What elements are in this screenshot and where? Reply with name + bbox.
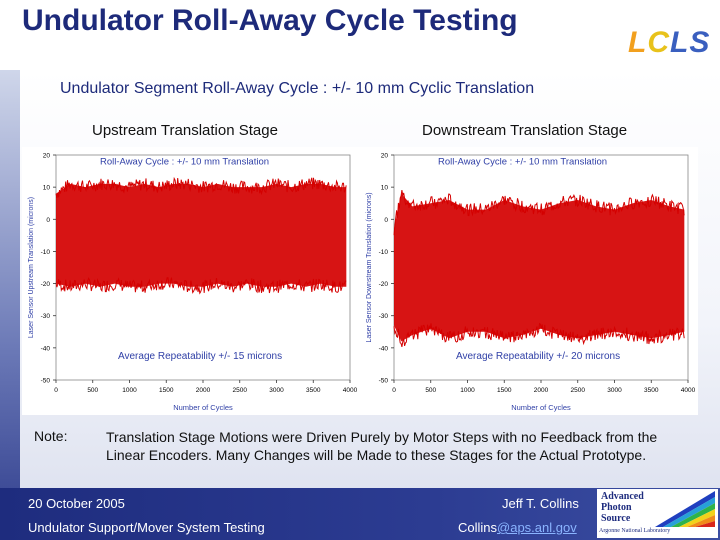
y-tick-label: -30 — [41, 313, 51, 320]
x-tick-label: 1500 — [497, 387, 512, 394]
x-tick-label: 2500 — [571, 387, 586, 394]
lcls-logo: LCLS — [628, 26, 710, 60]
y-tick-label: 20 — [381, 153, 389, 160]
y-tick-label: -10 — [41, 249, 51, 256]
aps-logo-subtext: Argonne National Laboratory — [599, 528, 671, 534]
x-tick-label: 2500 — [233, 387, 248, 394]
signal-upper-edge — [55, 176, 347, 199]
email-link[interactable]: @aps.anl.gov — [497, 520, 577, 535]
footer-author: Jeff T. Collins — [502, 496, 579, 511]
footer-email: Collins@aps.anl.gov — [458, 520, 577, 535]
y-tick-label: 20 — [43, 153, 51, 160]
repeatability-annotation: Average Repeatability +/- 20 microns — [456, 351, 620, 362]
slide-subtitle: Undulator Segment Roll-Away Cycle : +/- … — [60, 80, 535, 97]
x-tick-label: 500 — [425, 387, 436, 394]
y-tick-label: 10 — [43, 185, 51, 192]
x-tick-label: 3500 — [644, 387, 659, 394]
x-tick-label: 1000 — [122, 387, 137, 394]
logo-letters-ls: LS — [670, 26, 711, 59]
y-tick-label: -40 — [379, 345, 389, 352]
note-text: Translation Stage Motions were Driven Pu… — [106, 429, 658, 463]
left-decor-band — [0, 70, 20, 540]
y-tick-label: -50 — [41, 378, 51, 385]
footer-date: 20 October 2005 — [28, 496, 125, 511]
signal-upper-edge — [393, 190, 685, 236]
y-tick-label: -20 — [379, 281, 389, 288]
note-label: Note: — [34, 428, 68, 444]
x-tick-label: 3000 — [607, 387, 622, 394]
signal-envelope — [394, 193, 685, 342]
x-tick-label: 1500 — [159, 387, 174, 394]
y-tick-label: -10 — [379, 249, 389, 256]
chart-inner-title: Roll-Away Cycle : +/- 10 mm Translation — [100, 157, 269, 168]
x-tick-label: 1000 — [460, 387, 475, 394]
x-tick-label: 4000 — [343, 387, 358, 394]
email-user: Collins — [458, 520, 498, 535]
x-tick-label: 0 — [392, 387, 396, 394]
logo-letter-c: C — [647, 26, 670, 59]
chart-inner-title: Roll-Away Cycle : +/- 10 mm Translation — [438, 157, 607, 168]
x-axis-label: Number of Cycles — [173, 403, 233, 412]
x-tick-label: 2000 — [196, 387, 211, 394]
y-axis-label: Laser Sensor Downstream Translation (mic… — [366, 192, 373, 342]
aps-rainbow-icon — [655, 491, 715, 527]
x-tick-label: 2000 — [534, 387, 549, 394]
signal-envelope — [56, 183, 347, 287]
y-tick-label: 0 — [384, 217, 388, 224]
y-tick-label: 0 — [46, 217, 50, 224]
repeatability-annotation: Average Repeatability +/- 15 microns — [118, 351, 282, 362]
y-tick-label: -30 — [379, 313, 389, 320]
upstream-heading: Upstream Translation Stage — [92, 122, 278, 139]
signal-series — [393, 190, 685, 348]
x-tick-label: 3500 — [306, 387, 321, 394]
slide-title: Undulator Roll-Away Cycle Testing — [22, 4, 518, 37]
signal-lower-edge — [55, 277, 347, 295]
y-tick-label: -40 — [41, 345, 51, 352]
logo-letter-l: L — [628, 26, 648, 59]
aps-logo: Advanced Photon Source Argonne National … — [597, 489, 718, 538]
y-tick-label: -50 — [379, 378, 389, 385]
x-tick-label: 500 — [87, 387, 98, 394]
y-tick-label: -20 — [41, 281, 51, 288]
aps-logo-text: Advanced Photon Source — [601, 491, 644, 524]
signal-lower-edge — [393, 322, 685, 348]
x-tick-label: 0 — [54, 387, 58, 394]
x-tick-label: 3000 — [269, 387, 284, 394]
footer-project: Undulator Support/Mover System Testing — [28, 520, 265, 535]
x-tick-label: 4000 — [681, 387, 696, 394]
downstream-heading: Downstream Translation Stage — [422, 122, 628, 139]
y-tick-label: 10 — [381, 185, 389, 192]
y-axis-label: Laser Sensor Upstream Translation (micro… — [28, 197, 35, 338]
x-axis-label: Number of Cycles — [511, 403, 571, 412]
signal-series — [55, 176, 347, 295]
